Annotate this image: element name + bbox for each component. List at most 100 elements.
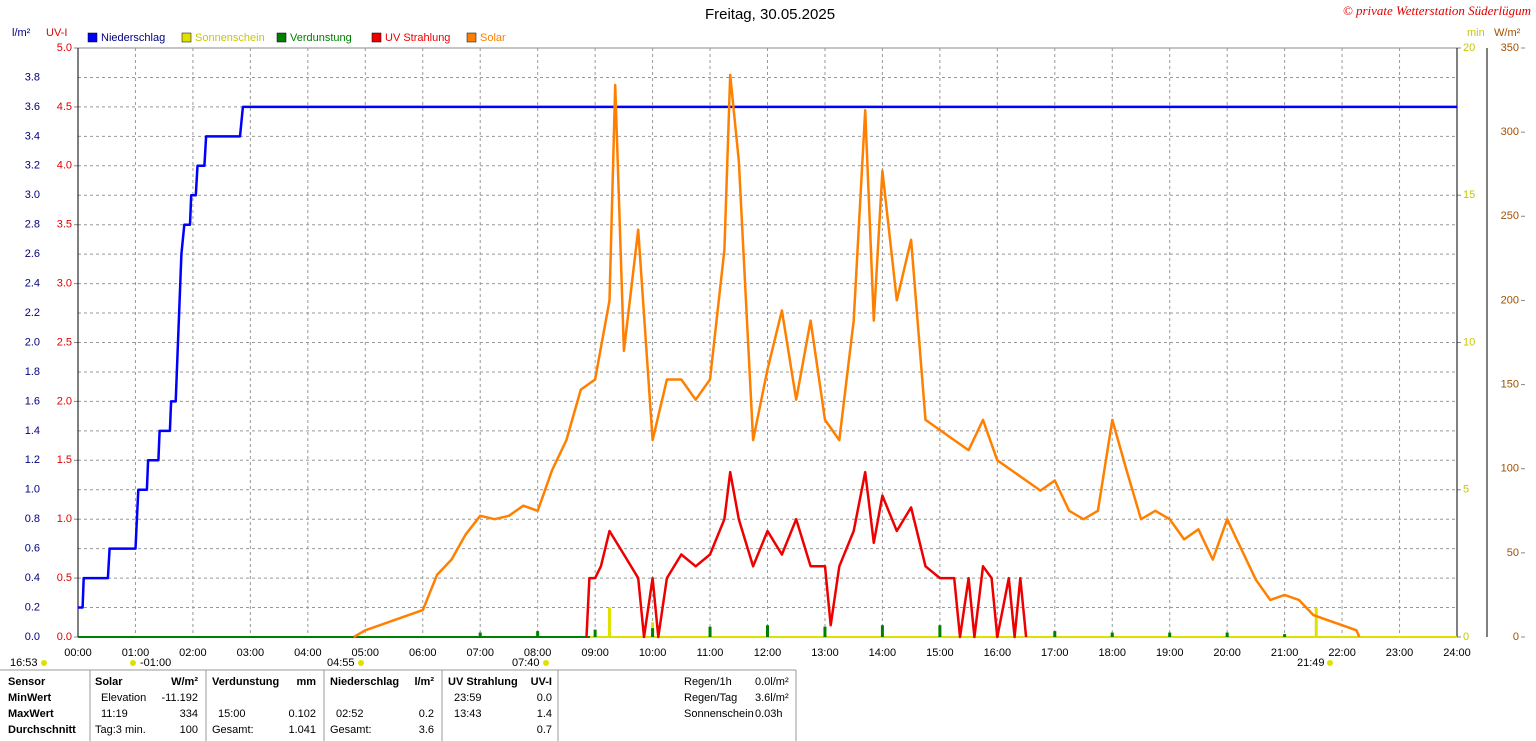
y-tick-label: 350 (1501, 42, 1519, 54)
y-tick-label: 1.0 (25, 484, 40, 496)
y-tick-label: 4.0 (57, 160, 72, 172)
axis-label: W/m² (1494, 27, 1521, 39)
y-tick-label: 1.2 (25, 454, 40, 466)
cell-value: -11.192 (162, 692, 199, 704)
legend-swatch (87, 32, 98, 43)
sun-marker (543, 660, 549, 666)
y-tick-label: 0.5 (57, 572, 72, 584)
cell-label: 23:59 (454, 692, 482, 704)
x-tick-label: 20:00 (1213, 647, 1241, 659)
chart-title: Freitag, 30.05.2025 (705, 6, 835, 23)
column-header: UV Strahlung (448, 676, 518, 688)
y-tick-label: 3.2 (25, 160, 40, 172)
sun-marker (130, 660, 136, 666)
cell-label: Gesamt: (330, 724, 372, 736)
sun-marker (41, 660, 47, 666)
series-bar (1168, 632, 1172, 637)
y-tick-label: 1.5 (57, 454, 72, 466)
x-tick-label: 02:00 (179, 647, 207, 659)
axis-label: min (1467, 27, 1485, 39)
x-tick-label: 16:00 (984, 647, 1012, 659)
legend-swatch (371, 32, 382, 43)
summary-value: 3.6l/m² (755, 692, 789, 704)
column-unit: mm (296, 676, 316, 688)
series-bar (478, 632, 482, 637)
x-tick-label: 17:00 (1041, 647, 1069, 659)
cell-value: 0.0 (537, 692, 552, 704)
row-label: MaxWert (8, 708, 54, 720)
y-tick-label: 0.0 (57, 631, 72, 643)
cell-value: 3.6 (419, 724, 434, 736)
axis-label: l/m² (12, 27, 31, 39)
annotation: 16:53 (10, 657, 38, 669)
series-bar (1314, 607, 1318, 637)
y-tick-label: 250 (1501, 210, 1519, 222)
cell-value: 0.2 (419, 708, 434, 720)
series-bar (1225, 632, 1229, 637)
cell-value: 1.041 (288, 724, 316, 736)
x-tick-label: 01:00 (122, 647, 150, 659)
series-line (353, 73, 1361, 639)
x-tick-label: 03:00 (237, 647, 265, 659)
summary-value: 0.03h (755, 708, 783, 720)
y-tick-label: 2.2 (25, 307, 40, 319)
y-tick-label: 1.0 (57, 513, 72, 525)
series-bar (1053, 631, 1057, 637)
cell-value: 334 (180, 708, 198, 720)
y-tick-label: 2.6 (25, 248, 40, 260)
y-tick-label: 2.5 (57, 336, 72, 348)
legend-label: Solar (480, 32, 506, 44)
cell-value: 0.7 (537, 724, 552, 736)
summary-value: 0.0l/m² (755, 676, 789, 688)
series-bar (938, 625, 942, 637)
y-tick-label: 100 (1501, 463, 1519, 475)
summary-label: Regen/1h (684, 676, 732, 688)
x-tick-label: 11:00 (697, 647, 724, 659)
summary-label: Regen/Tag (684, 692, 737, 704)
series-bar (823, 626, 827, 637)
x-tick-label: 12:00 (754, 647, 782, 659)
cell-label: 13:43 (454, 708, 482, 720)
cell-value: 1.4 (537, 708, 552, 720)
y-tick-label: 50 (1507, 547, 1519, 559)
series-line (78, 105, 1457, 609)
annotation: 21:49 (1297, 657, 1325, 669)
legend-label: Sonnenschein (195, 32, 265, 44)
series-bar (1283, 634, 1287, 637)
legend-swatch (181, 32, 192, 43)
legend-label: Verdunstung (290, 32, 352, 44)
y-tick-label: 0.4 (25, 572, 40, 584)
row-label: Sensor (8, 676, 46, 688)
x-tick-label: 10:00 (639, 647, 667, 659)
row-label: Durchschnitt (8, 724, 76, 736)
summary-label: Sonnenschein (684, 708, 754, 720)
x-tick-label: 15:00 (926, 647, 954, 659)
y-tick-label: 0 (1463, 631, 1469, 643)
plot (77, 47, 1458, 638)
x-tick-label: 07:00 (466, 647, 494, 659)
y-tick-label: 0.6 (25, 543, 40, 555)
y-tick-label: 3.0 (57, 278, 72, 290)
y-tick-label: 1.8 (25, 366, 40, 378)
series-bar (1110, 632, 1114, 637)
cell-label: 02:52 (336, 708, 364, 720)
y-tick-label: 10 (1463, 336, 1475, 348)
legend-swatch (466, 32, 477, 43)
column-header: Niederschlag (330, 676, 399, 688)
x-tick-label: 14:00 (869, 647, 897, 659)
y-tick-label: 0.8 (25, 513, 40, 525)
sun-marker (1327, 660, 1333, 666)
x-tick-label: 00:00 (64, 647, 92, 659)
cell-label: Gesamt: (212, 724, 254, 736)
column-header: Verdunstung (212, 676, 279, 688)
y-tick-label: 150 (1501, 378, 1519, 390)
y-tick-label: 1.4 (25, 425, 40, 437)
y-tick-label: 2.0 (25, 336, 40, 348)
x-tick-label: 23:00 (1386, 647, 1414, 659)
y-tick-label: 2.4 (25, 278, 40, 290)
y-tick-label: 3.5 (57, 219, 72, 231)
cell-label: Tag:3 min. (95, 724, 146, 736)
legend-swatch (276, 32, 287, 43)
series-bar (708, 626, 712, 637)
